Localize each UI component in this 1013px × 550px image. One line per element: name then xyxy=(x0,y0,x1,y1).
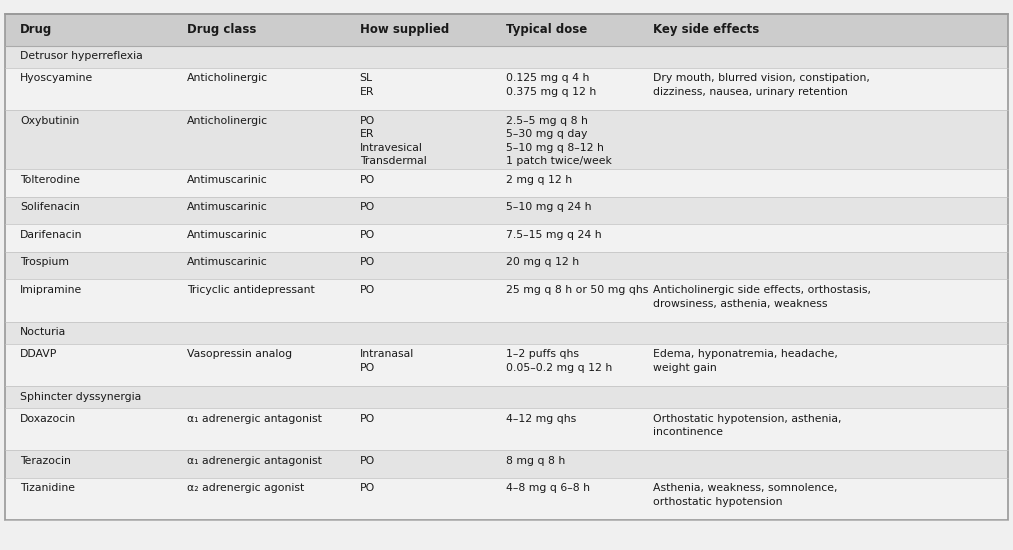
Bar xyxy=(5,408,1008,450)
Bar xyxy=(5,14,1008,46)
Text: 2 mg q 12 h: 2 mg q 12 h xyxy=(506,175,572,185)
Bar xyxy=(5,478,1008,520)
Text: 4–12 mg qhs: 4–12 mg qhs xyxy=(506,414,576,424)
Text: Orthostatic hypotension, asthenia,
incontinence: Orthostatic hypotension, asthenia, incon… xyxy=(653,414,842,437)
Bar xyxy=(5,450,1008,478)
Text: 0.125 mg q 4 h
0.375 mg q 12 h: 0.125 mg q 4 h 0.375 mg q 12 h xyxy=(506,73,597,97)
Bar xyxy=(5,386,1008,408)
Text: Trospium: Trospium xyxy=(20,257,69,267)
Text: 25 mg q 8 h or 50 mg qhs: 25 mg q 8 h or 50 mg qhs xyxy=(506,285,649,295)
Text: Tricyclic antidepressant: Tricyclic antidepressant xyxy=(187,285,315,295)
Text: 2.5–5 mg q 8 h
5–30 mg q day
5–10 mg q 8–12 h
1 patch twice/week: 2.5–5 mg q 8 h 5–30 mg q day 5–10 mg q 8… xyxy=(506,116,613,166)
Text: Anticholinergic side effects, orthostasis,
drowsiness, asthenia, weakness: Anticholinergic side effects, orthostasi… xyxy=(653,285,871,309)
Bar xyxy=(5,110,1008,169)
Bar xyxy=(5,224,1008,252)
Text: Antimuscarinic: Antimuscarinic xyxy=(187,257,268,267)
Text: Anticholinergic: Anticholinergic xyxy=(187,116,268,125)
Bar xyxy=(5,169,1008,197)
Text: 7.5–15 mg q 24 h: 7.5–15 mg q 24 h xyxy=(506,230,602,240)
Text: Intranasal
PO: Intranasal PO xyxy=(360,349,414,373)
Text: DDAVP: DDAVP xyxy=(20,349,58,359)
Text: Solifenacin: Solifenacin xyxy=(20,202,80,212)
Text: 1–2 puffs qhs
0.05–0.2 mg q 12 h: 1–2 puffs qhs 0.05–0.2 mg q 12 h xyxy=(506,349,613,373)
Text: Doxazocin: Doxazocin xyxy=(20,414,76,424)
Text: PO: PO xyxy=(360,483,375,493)
Text: Nocturia: Nocturia xyxy=(20,327,67,337)
Text: α₁ adrenergic antagonist: α₁ adrenergic antagonist xyxy=(187,414,322,424)
Text: Tizanidine: Tizanidine xyxy=(20,483,75,493)
Text: PO: PO xyxy=(360,285,375,295)
Text: PO: PO xyxy=(360,456,375,466)
Text: PO: PO xyxy=(360,257,375,267)
Bar xyxy=(5,279,1008,322)
Text: Tolterodine: Tolterodine xyxy=(20,175,80,185)
Text: α₁ adrenergic antagonist: α₁ adrenergic antagonist xyxy=(187,456,322,466)
Text: Anticholinergic: Anticholinergic xyxy=(187,73,268,83)
Text: Dry mouth, blurred vision, constipation,
dizziness, nausea, urinary retention: Dry mouth, blurred vision, constipation,… xyxy=(653,73,870,97)
Text: PO: PO xyxy=(360,202,375,212)
Text: PO: PO xyxy=(360,175,375,185)
Text: PO: PO xyxy=(360,230,375,240)
Text: Darifenacin: Darifenacin xyxy=(20,230,83,240)
Text: Sphincter dyssynergia: Sphincter dyssynergia xyxy=(20,392,142,402)
Text: PO
ER
Intravesical
Transdermal: PO ER Intravesical Transdermal xyxy=(360,116,426,166)
Text: 20 mg q 12 h: 20 mg q 12 h xyxy=(506,257,579,267)
Text: Oxybutinin: Oxybutinin xyxy=(20,116,79,125)
Text: 5–10 mg q 24 h: 5–10 mg q 24 h xyxy=(506,202,592,212)
Bar xyxy=(5,197,1008,224)
Text: Hyoscyamine: Hyoscyamine xyxy=(20,73,93,83)
Text: Terazocin: Terazocin xyxy=(20,456,71,466)
Text: 4–8 mg q 6–8 h: 4–8 mg q 6–8 h xyxy=(506,483,591,493)
Text: Key side effects: Key side effects xyxy=(653,23,760,36)
Text: Typical dose: Typical dose xyxy=(506,23,588,36)
Text: Imipramine: Imipramine xyxy=(20,285,82,295)
Text: Antimuscarinic: Antimuscarinic xyxy=(187,230,268,240)
Text: α₂ adrenergic agonist: α₂ adrenergic agonist xyxy=(187,483,305,493)
Bar xyxy=(5,344,1008,386)
Text: Antimuscarinic: Antimuscarinic xyxy=(187,202,268,212)
Bar xyxy=(5,252,1008,279)
Text: Drug class: Drug class xyxy=(187,23,256,36)
Text: Drug: Drug xyxy=(20,23,53,36)
Bar xyxy=(5,68,1008,110)
Text: Vasopressin analog: Vasopressin analog xyxy=(187,349,293,359)
Text: PO: PO xyxy=(360,414,375,424)
Text: How supplied: How supplied xyxy=(360,23,449,36)
Text: 8 mg q 8 h: 8 mg q 8 h xyxy=(506,456,565,466)
Text: Antimuscarinic: Antimuscarinic xyxy=(187,175,268,185)
Text: Edema, hyponatremia, headache,
weight gain: Edema, hyponatremia, headache, weight ga… xyxy=(653,349,839,373)
Text: Asthenia, weakness, somnolence,
orthostatic hypotension: Asthenia, weakness, somnolence, orthosta… xyxy=(653,483,838,507)
Bar xyxy=(5,322,1008,344)
Text: Detrusor hyperreflexia: Detrusor hyperreflexia xyxy=(20,51,143,61)
Text: SL
ER: SL ER xyxy=(360,73,374,97)
Bar xyxy=(5,46,1008,68)
